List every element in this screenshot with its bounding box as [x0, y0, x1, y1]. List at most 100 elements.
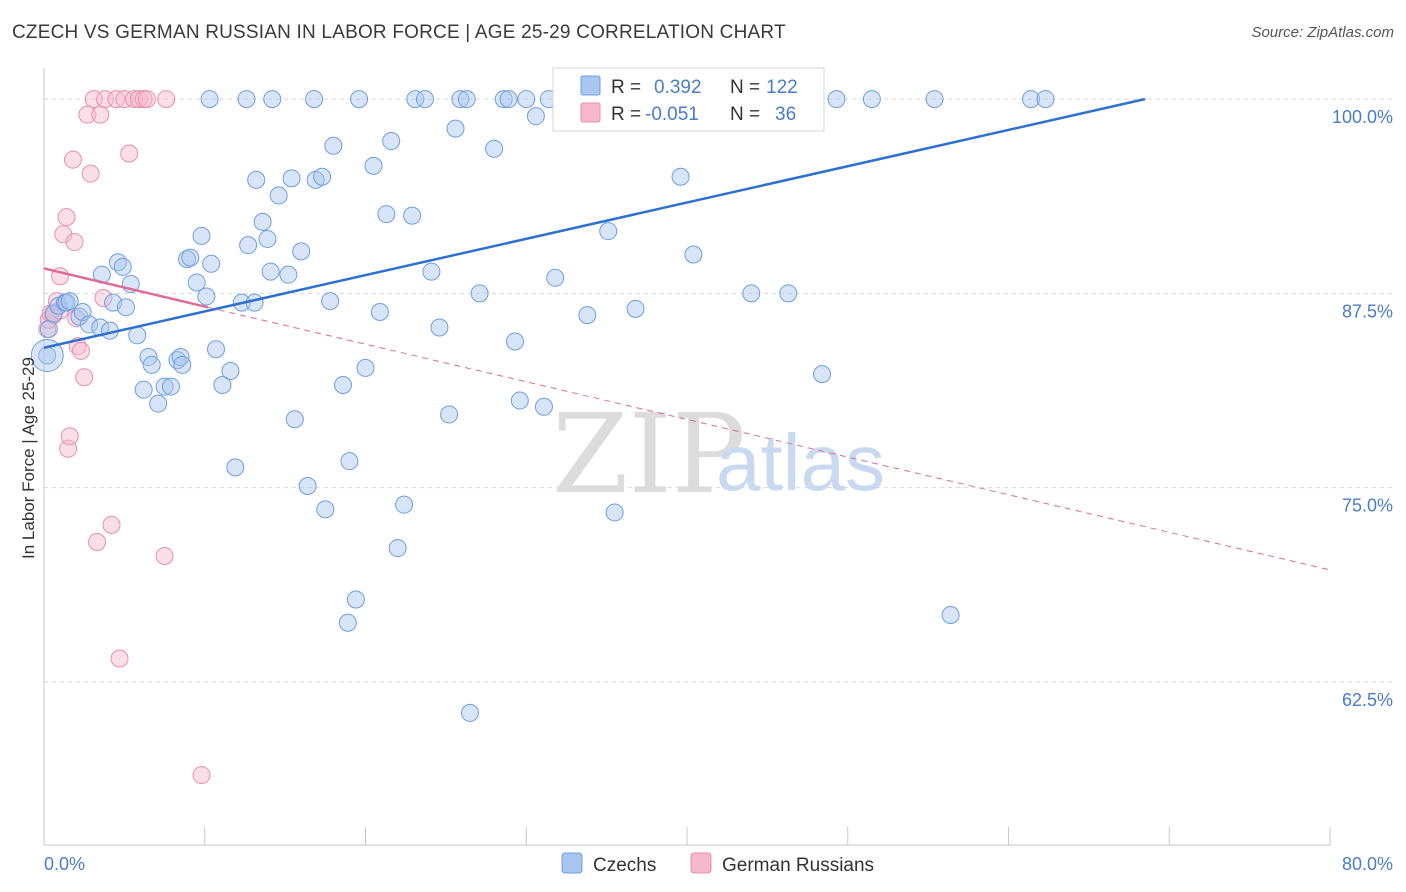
german-russians-point: [125, 90, 144, 109]
czechs-point: [505, 332, 524, 351]
czechs-point: [460, 703, 479, 722]
czechs-point: [485, 139, 504, 158]
stats-n-label-german-russians: N =: [730, 104, 760, 125]
german-russians-point: [137, 90, 156, 109]
legend-swatch-czechs[interactable]: [561, 852, 583, 874]
czechs-point: [258, 229, 277, 248]
czechs-point: [116, 298, 135, 317]
czechs-point: [370, 302, 389, 321]
czechs-point: [80, 315, 99, 334]
czechs-point: [364, 156, 383, 175]
german-russians-point: [88, 532, 107, 551]
german-russians-point: [192, 766, 211, 785]
german-russians-point: [110, 649, 129, 668]
czechs-point: [285, 410, 304, 429]
watermark: ZIP atlas: [552, 390, 885, 518]
german-russians-point: [115, 90, 134, 109]
czechs-point: [149, 394, 168, 413]
y-tick-label: 75.0%: [1342, 496, 1393, 516]
czechs-point: [403, 206, 422, 225]
czechs-point: [173, 355, 192, 374]
czechs-point: [451, 90, 470, 109]
czechs-point: [510, 391, 529, 410]
czechs-point: [178, 250, 197, 269]
legend-label-german-russians[interactable]: German Russians: [722, 855, 874, 876]
y-axis-label: In Labor Force | Age 25-29: [19, 357, 38, 559]
czechs-point: [187, 273, 206, 292]
czechs-point: [237, 90, 256, 109]
czechs-point: [742, 284, 761, 303]
czechs-point: [340, 452, 359, 471]
czechs-point: [578, 306, 597, 325]
czechs-point: [526, 107, 545, 126]
german-russians-point: [78, 105, 97, 124]
czechs-point: [395, 495, 414, 514]
german-russians-point: [81, 164, 100, 183]
y-tick-label: 87.5%: [1342, 301, 1393, 321]
stats-swatch-czechs: [580, 75, 601, 96]
stats-r-value-german-russians: -0.051: [645, 104, 699, 125]
czechs-point: [316, 500, 335, 519]
czechs-point: [292, 242, 311, 261]
watermark-zip: ZIP: [552, 390, 746, 518]
czechs-point: [382, 132, 401, 151]
czechs-point: [941, 606, 960, 625]
german-russians-point: [60, 427, 79, 446]
czechs-point: [388, 539, 407, 558]
czechs-point: [279, 265, 298, 284]
czechs-point: [862, 90, 881, 109]
czechs-point: [430, 318, 449, 337]
y-tick-label: 62.5%: [1342, 690, 1393, 710]
czechs-trend-line: [43, 97, 1146, 349]
stats-swatch-german-russians: [580, 102, 601, 123]
czechs-point: [253, 212, 272, 231]
czechs-point: [546, 268, 565, 287]
czechs-point: [202, 254, 221, 273]
czechs-point: [599, 222, 618, 241]
czechs-point: [161, 377, 180, 396]
czechs-point: [925, 90, 944, 109]
legend: Czechs German Russians: [561, 852, 874, 876]
german-russians-point: [157, 90, 176, 109]
german-russians-point: [75, 368, 94, 387]
legend-label-czechs[interactable]: Czechs: [593, 855, 656, 876]
trend-lines: [43, 97, 1331, 571]
german-russians-point: [63, 150, 82, 169]
czechs-point: [321, 292, 340, 311]
czechs-point: [406, 90, 425, 109]
stats-r-value-czechs: 0.392: [654, 77, 702, 98]
czechs-point: [346, 590, 365, 609]
czechs-point: [181, 248, 200, 267]
czechs-point: [626, 299, 645, 318]
czechs-point: [827, 90, 846, 109]
czechs-point: [440, 405, 459, 424]
czechs-point: [313, 167, 332, 186]
czechs-point: [1036, 90, 1055, 109]
german-russians-trend-line: [43, 267, 209, 309]
czechs-points: [30, 90, 1055, 722]
czechs-point: [338, 613, 357, 632]
czechs-point: [200, 90, 219, 109]
czechs-point: [226, 458, 245, 477]
czechs-point: [684, 245, 703, 264]
czechs-point-large: [30, 338, 64, 372]
stats-n-value-german-russians: 36: [775, 104, 796, 125]
czechs-point: [155, 377, 174, 396]
czechs-point: [213, 376, 232, 395]
czechs-point: [415, 90, 434, 109]
czechs-point: [269, 186, 288, 205]
stats-box: R = 0.392 N = 122 R = -0.051 N = 36: [552, 67, 825, 132]
czechs-point: [113, 257, 132, 276]
czechs-point: [305, 90, 324, 109]
legend-swatch-german-russians[interactable]: [690, 852, 712, 874]
czechs-point: [197, 287, 216, 306]
czechs-point: [239, 236, 258, 255]
x-tick-labels: 0.0% 80.0%: [44, 854, 1393, 874]
german-russians-points: [38, 90, 211, 785]
czechs-point: [60, 292, 79, 311]
german-russians-point: [71, 341, 90, 360]
german-russians-point: [120, 144, 139, 163]
german-russians-point: [102, 515, 121, 534]
german-russians-point: [155, 546, 174, 565]
